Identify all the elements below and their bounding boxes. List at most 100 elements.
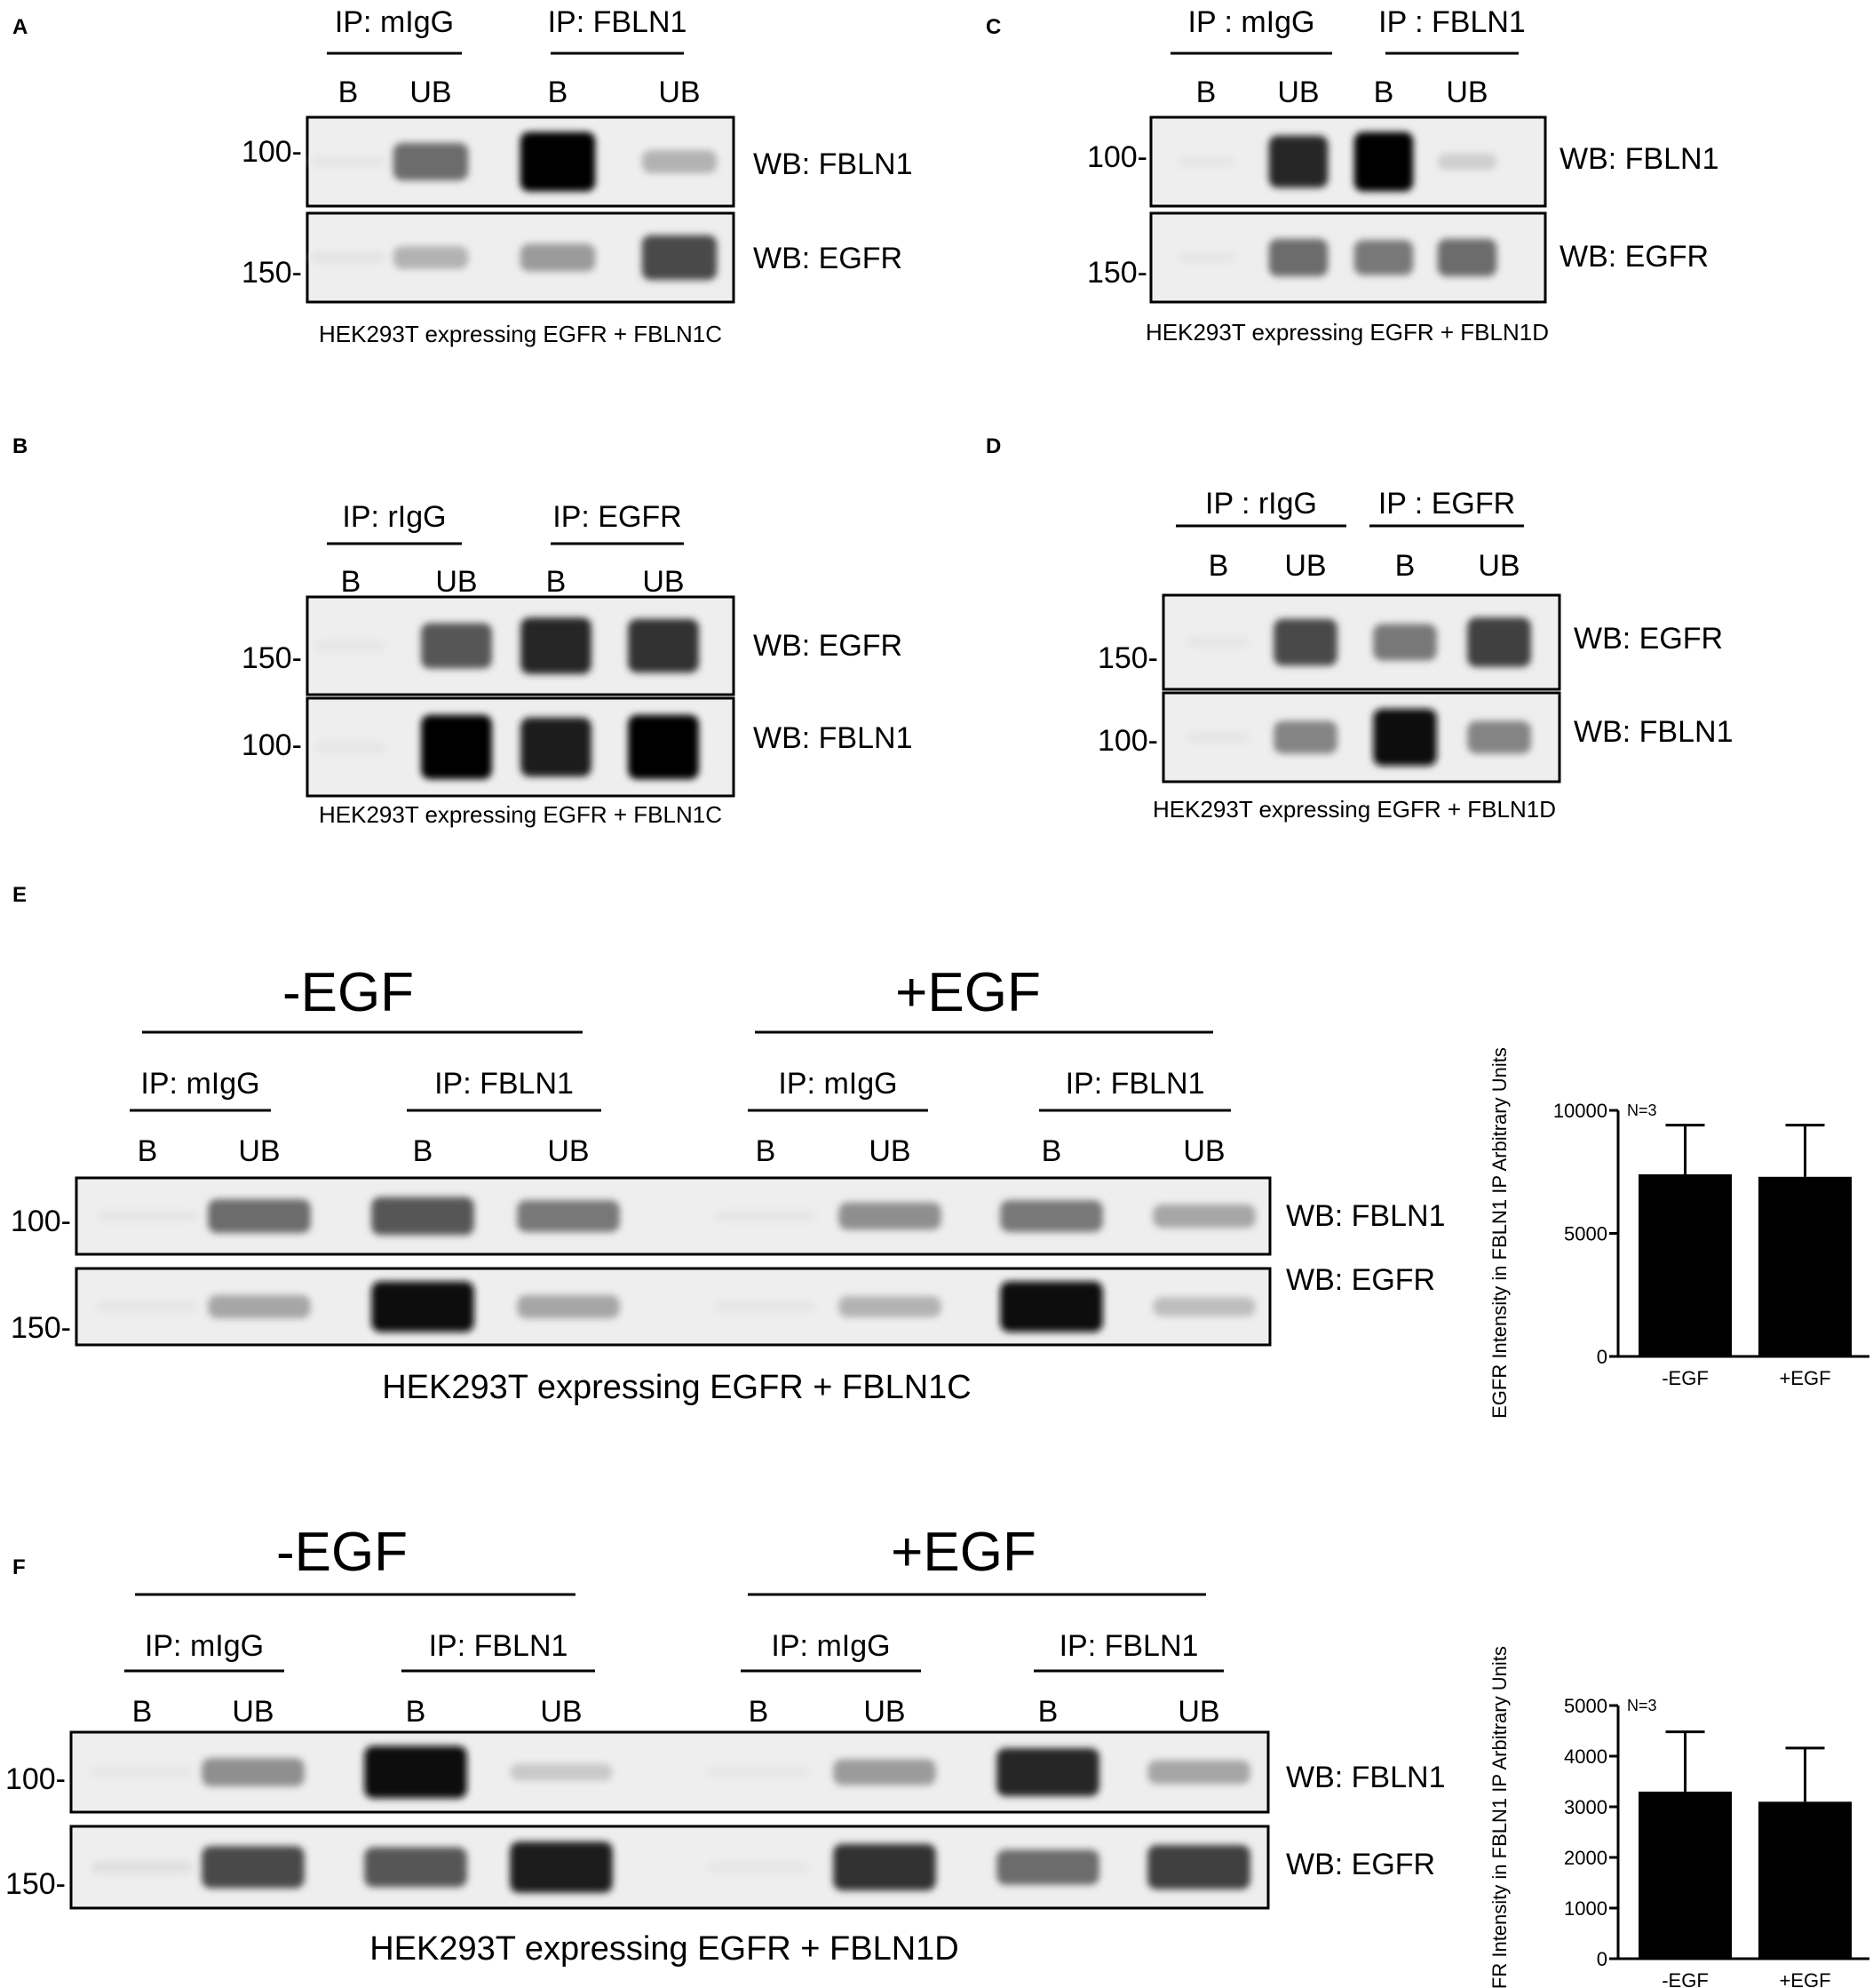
blot-band — [1437, 153, 1497, 171]
blot-band — [1437, 238, 1497, 277]
marker-label: 100- — [242, 728, 302, 762]
panel-letter: F — [12, 1555, 26, 1579]
lane-label: UB — [1178, 1695, 1219, 1729]
blot-band — [91, 1766, 194, 1778]
panel-letter: B — [12, 434, 28, 458]
blot-band — [707, 1861, 810, 1873]
blot-band — [208, 1198, 311, 1234]
lane-label: B — [546, 565, 567, 599]
wb-label: WB: EGFR — [753, 629, 902, 663]
lane-label: B — [132, 1695, 153, 1729]
wb-label: WB: FBLN1 — [753, 147, 912, 181]
lane-label: UB — [642, 565, 684, 599]
lane-label: B — [341, 565, 361, 599]
blot-band — [371, 1281, 474, 1332]
ip-group-label: IP: mIgG — [771, 1629, 890, 1663]
ip-group-label: IP: mIgG — [140, 1067, 259, 1101]
lane-label: UB — [1478, 549, 1520, 583]
blot-band — [96, 1210, 199, 1222]
lane-label: B — [1196, 76, 1217, 109]
marker-label: 150- — [1098, 641, 1158, 675]
blot-band — [1268, 135, 1329, 188]
ip-group-label: IP : EGFR — [1378, 487, 1515, 521]
blot-band — [1268, 238, 1329, 277]
ip-group-label: IP: FBLN1 — [1066, 1067, 1205, 1101]
blot-strip — [306, 696, 735, 798]
blot-caption: HEK293T expressing EGFR + FBLN1D — [369, 1930, 959, 1968]
n-annotation: N=3 — [1627, 1697, 1657, 1714]
blot-band — [1373, 708, 1437, 767]
blot-band — [838, 1202, 941, 1230]
blot-band — [1000, 1281, 1103, 1332]
lane-label: B — [1038, 1695, 1059, 1729]
blot-strip — [69, 1825, 1270, 1910]
n-annotation: N=3 — [1627, 1101, 1657, 1119]
lane-label: UB — [1284, 549, 1326, 583]
blot-band — [996, 1849, 1099, 1885]
lane-label: UB — [435, 565, 477, 599]
panel-e: E -EGF +EGF IP: mIgG IP: FBLN1 IP: mIgG IP: FB… — [11, 883, 1446, 1406]
blot-band — [1274, 618, 1337, 666]
lane-label: B — [1395, 549, 1416, 583]
bar — [1639, 1791, 1732, 1959]
y-tick-label: 4000 — [1564, 1745, 1607, 1768]
lane-label: UB — [658, 76, 700, 109]
ip-group-label: IP : mIgG — [1188, 5, 1315, 39]
ip-group-label: IP: FBLN1 — [434, 1067, 574, 1101]
marker-label: 100- — [242, 135, 302, 169]
blot-band — [520, 717, 591, 777]
blot-band — [641, 235, 718, 281]
blot-band — [393, 246, 469, 269]
panel-letter: C — [986, 15, 1001, 39]
blot-band — [1353, 131, 1414, 192]
blot-band — [96, 1300, 199, 1313]
blot-strip — [1149, 115, 1547, 208]
blot-band — [1467, 720, 1531, 754]
blot-band — [315, 741, 386, 753]
y-tick-label: 0 — [1597, 1346, 1607, 1368]
marker-label: 150- — [1087, 256, 1147, 290]
lane-label: UB — [238, 1134, 280, 1168]
blot-band — [1176, 251, 1236, 264]
blot-band — [364, 1745, 467, 1799]
blot-strip — [1162, 691, 1561, 783]
wb-label: WB: EGFR — [1574, 622, 1723, 656]
marker-label: 100- — [5, 1762, 66, 1796]
bar — [1639, 1174, 1732, 1356]
blot-caption: HEK293T expressing EGFR + FBLN1C — [382, 1369, 972, 1406]
y-tick-label: 2000 — [1564, 1847, 1607, 1869]
blot-band — [628, 618, 699, 673]
blot-band — [1186, 731, 1250, 744]
wb-label: WB: FBLN1 — [753, 721, 912, 755]
blot-strip — [75, 1267, 1272, 1347]
lane-label: B — [756, 1134, 776, 1168]
wb-label: WB: EGFR — [753, 242, 902, 275]
blot-band — [641, 150, 718, 173]
bar-chart-f: 0 1000 2000 3000 4000 5000 -EGF +EGF N=3 EGFR Int… — [1488, 1646, 1869, 1988]
blot-caption: HEK293T expressing EGFR + FBLN1D — [1146, 319, 1549, 346]
marker-label: 100- — [1087, 140, 1147, 174]
ip-group-label: IP : FBLN1 — [1378, 5, 1526, 39]
ip-group-label: IP: mIgG — [335, 5, 454, 39]
blot-band — [1000, 1200, 1103, 1232]
y-tick-label: 3000 — [1564, 1796, 1607, 1818]
lane-label: B — [406, 1695, 426, 1729]
blot-band — [1186, 636, 1250, 648]
wb-label: WB: FBLN1 — [1574, 715, 1733, 749]
marker-label: 150- — [5, 1867, 66, 1901]
condition-label: -EGF — [276, 1522, 408, 1583]
ip-group-label: IP: EGFR — [552, 500, 681, 534]
blot-band — [310, 251, 386, 264]
ip-group-label: IP: FBLN1 — [1060, 1629, 1199, 1663]
condition-label: -EGF — [282, 962, 414, 1023]
bar — [1758, 1801, 1852, 1959]
blot-caption: HEK293T expressing EGFR + FBLN1C — [319, 801, 722, 828]
lane-label: B — [1209, 549, 1229, 583]
x-tick-label: -EGF — [1662, 1367, 1709, 1389]
ip-group-label: IP: mIgG — [145, 1629, 264, 1663]
panel-b: B IP: rIgG IP: EGFR B UB B UB 150- WB: EGFR 100- W… — [12, 434, 912, 828]
x-tick-label: +EGF — [1779, 1367, 1830, 1389]
blot-caption: HEK293T expressing EGFR + FBLN1C — [319, 321, 722, 347]
blot-band — [714, 1210, 817, 1222]
panel-letter: E — [12, 883, 27, 907]
